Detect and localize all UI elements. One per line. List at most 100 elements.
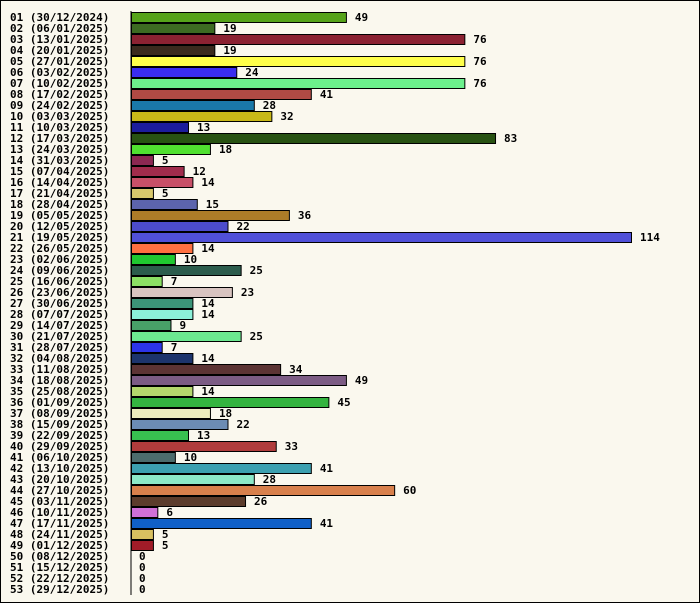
bar [131, 397, 330, 408]
value-label: 76 [473, 55, 487, 68]
bar [131, 133, 497, 144]
value-label: 7 [171, 275, 178, 288]
value-label: 5 [162, 154, 169, 167]
bar [131, 518, 312, 529]
value-label: 114 [640, 231, 660, 244]
category-label: 39 (22/09/2025) [10, 429, 109, 442]
value-label: 41 [320, 462, 334, 475]
value-label: 76 [473, 33, 487, 46]
category-label: 14 (31/03/2025) [10, 154, 109, 167]
category-label: 37 (08/09/2025) [10, 407, 109, 420]
category-label: 24 (09/06/2025) [10, 264, 109, 277]
value-label: 83 [504, 132, 517, 145]
category-label: 38 (15/09/2025) [10, 418, 109, 431]
value-label: 0 [139, 583, 146, 596]
value-label: 0 [139, 572, 146, 585]
value-label: 25 [250, 330, 263, 343]
bar [131, 221, 229, 232]
category-label: 36 (01/09/2025) [10, 396, 109, 409]
value-label: 76 [473, 77, 487, 90]
bar [131, 199, 198, 210]
bar [131, 331, 242, 342]
category-label: 28 (07/07/2025) [10, 308, 109, 321]
bar [131, 276, 163, 287]
category-label: 35 (25/08/2025) [10, 385, 109, 398]
bar [131, 56, 466, 67]
value-label: 24 [245, 66, 259, 79]
category-label: 29 (14/07/2025) [10, 319, 109, 332]
bar [131, 111, 273, 122]
value-label: 7 [171, 341, 178, 354]
bar [131, 166, 185, 177]
bar [131, 100, 255, 111]
category-label: 50 (08/12/2025) [10, 550, 109, 563]
bar [131, 320, 172, 331]
bar [131, 364, 282, 375]
category-label: 48 (24/11/2025) [10, 528, 109, 541]
category-label: 41 (06/10/2025) [10, 451, 109, 464]
bar [131, 529, 154, 540]
value-label: 13 [197, 121, 210, 134]
bar [131, 496, 247, 507]
bar [131, 408, 211, 419]
value-label: 6 [166, 506, 173, 519]
bar [131, 485, 396, 496]
category-label: 33 (11/08/2025) [10, 363, 109, 376]
bar [131, 452, 176, 463]
category-label: 03 (13/01/2025) [10, 33, 109, 46]
category-label: 05 (27/01/2025) [10, 55, 109, 68]
bar [131, 45, 216, 56]
bar [131, 463, 312, 474]
value-label: 0 [139, 561, 146, 574]
category-label: 46 (10/11/2025) [10, 506, 109, 519]
category-label: 17 (21/04/2025) [10, 187, 109, 200]
category-label: 31 (28/07/2025) [10, 341, 109, 354]
category-label: 34 (18/08/2025) [10, 374, 109, 387]
bar [131, 441, 277, 452]
value-label: 14 [201, 242, 215, 255]
bar [131, 155, 154, 166]
bar [131, 67, 238, 78]
bar [131, 430, 190, 441]
category-label: 10 (03/03/2025) [10, 110, 109, 123]
category-label: 16 (14/04/2025) [10, 176, 109, 189]
bar [131, 375, 347, 386]
bar [131, 122, 190, 133]
bar [131, 78, 466, 89]
value-label: 5 [162, 539, 169, 552]
value-label: 25 [250, 264, 263, 277]
category-label: 02 (06/01/2025) [10, 22, 109, 35]
value-label: 22 [236, 418, 249, 431]
value-label: 45 [337, 396, 350, 409]
category-label: 08 (17/02/2025) [10, 88, 109, 101]
value-label: 19 [223, 44, 236, 57]
category-label: 26 (23/06/2025) [10, 286, 109, 299]
category-label: 43 (20/10/2025) [10, 473, 109, 486]
category-label: 27 (30/06/2025) [10, 297, 109, 310]
value-label: 41 [320, 88, 334, 101]
category-label: 22 (26/05/2025) [10, 242, 109, 255]
bar [131, 232, 632, 243]
value-label: 14 [201, 176, 215, 189]
value-label: 28 [263, 99, 276, 112]
value-label: 9 [179, 319, 186, 332]
category-label: 21 (19/05/2025) [10, 231, 109, 244]
category-label: 19 (05/05/2025) [10, 209, 109, 222]
category-label: 13 (24/03/2025) [10, 143, 109, 156]
category-label: 25 (16/06/2025) [10, 275, 109, 288]
value-label: 26 [254, 495, 268, 508]
bar [131, 419, 229, 430]
category-label: 52 (22/12/2025) [10, 572, 109, 585]
category-label: 45 (03/11/2025) [10, 495, 109, 508]
bar [131, 265, 242, 276]
category-label: 15 (07/04/2025) [10, 165, 109, 178]
bar [131, 188, 154, 199]
value-label: 18 [219, 407, 232, 420]
value-label: 15 [206, 198, 219, 211]
value-label: 10 [184, 451, 197, 464]
value-label: 60 [403, 484, 416, 497]
bar [131, 12, 347, 23]
value-label: 0 [139, 550, 146, 563]
category-label: 40 (29/09/2025) [10, 440, 109, 453]
